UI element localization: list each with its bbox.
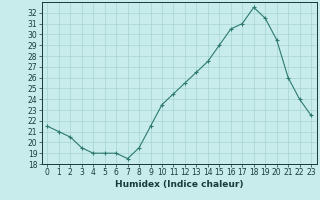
X-axis label: Humidex (Indice chaleur): Humidex (Indice chaleur) <box>115 180 244 189</box>
